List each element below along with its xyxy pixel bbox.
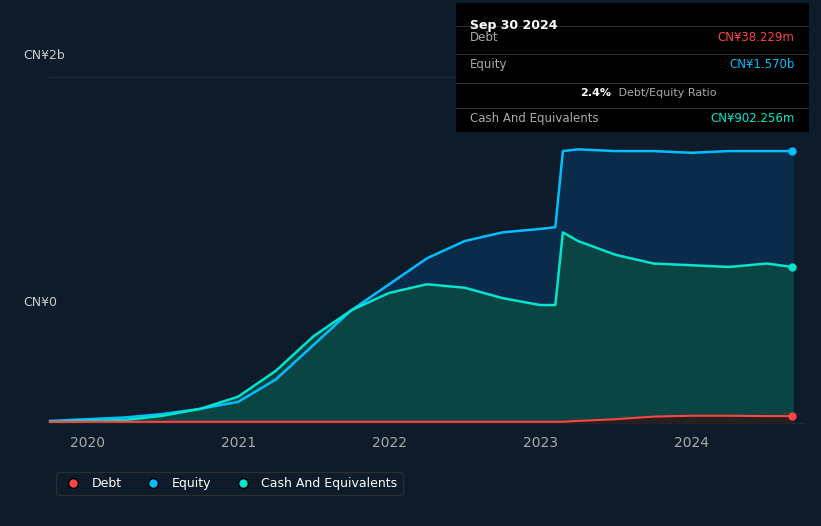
- Text: CN¥0: CN¥0: [23, 296, 57, 309]
- Text: Cash And Equivalents: Cash And Equivalents: [470, 112, 599, 125]
- Text: CN¥38.229m: CN¥38.229m: [718, 31, 795, 44]
- Legend: Debt, Equity, Cash And Equivalents: Debt, Equity, Cash And Equivalents: [56, 472, 402, 495]
- Text: CN¥1.570b: CN¥1.570b: [729, 58, 795, 71]
- Text: Debt: Debt: [470, 31, 498, 44]
- Text: 2.4%: 2.4%: [580, 88, 611, 98]
- Text: Equity: Equity: [470, 58, 507, 71]
- Text: CN¥902.256m: CN¥902.256m: [710, 112, 795, 125]
- Text: Debt/Equity Ratio: Debt/Equity Ratio: [615, 88, 716, 98]
- Text: Sep 30 2024: Sep 30 2024: [470, 19, 557, 33]
- Text: CN¥2b: CN¥2b: [23, 49, 65, 62]
